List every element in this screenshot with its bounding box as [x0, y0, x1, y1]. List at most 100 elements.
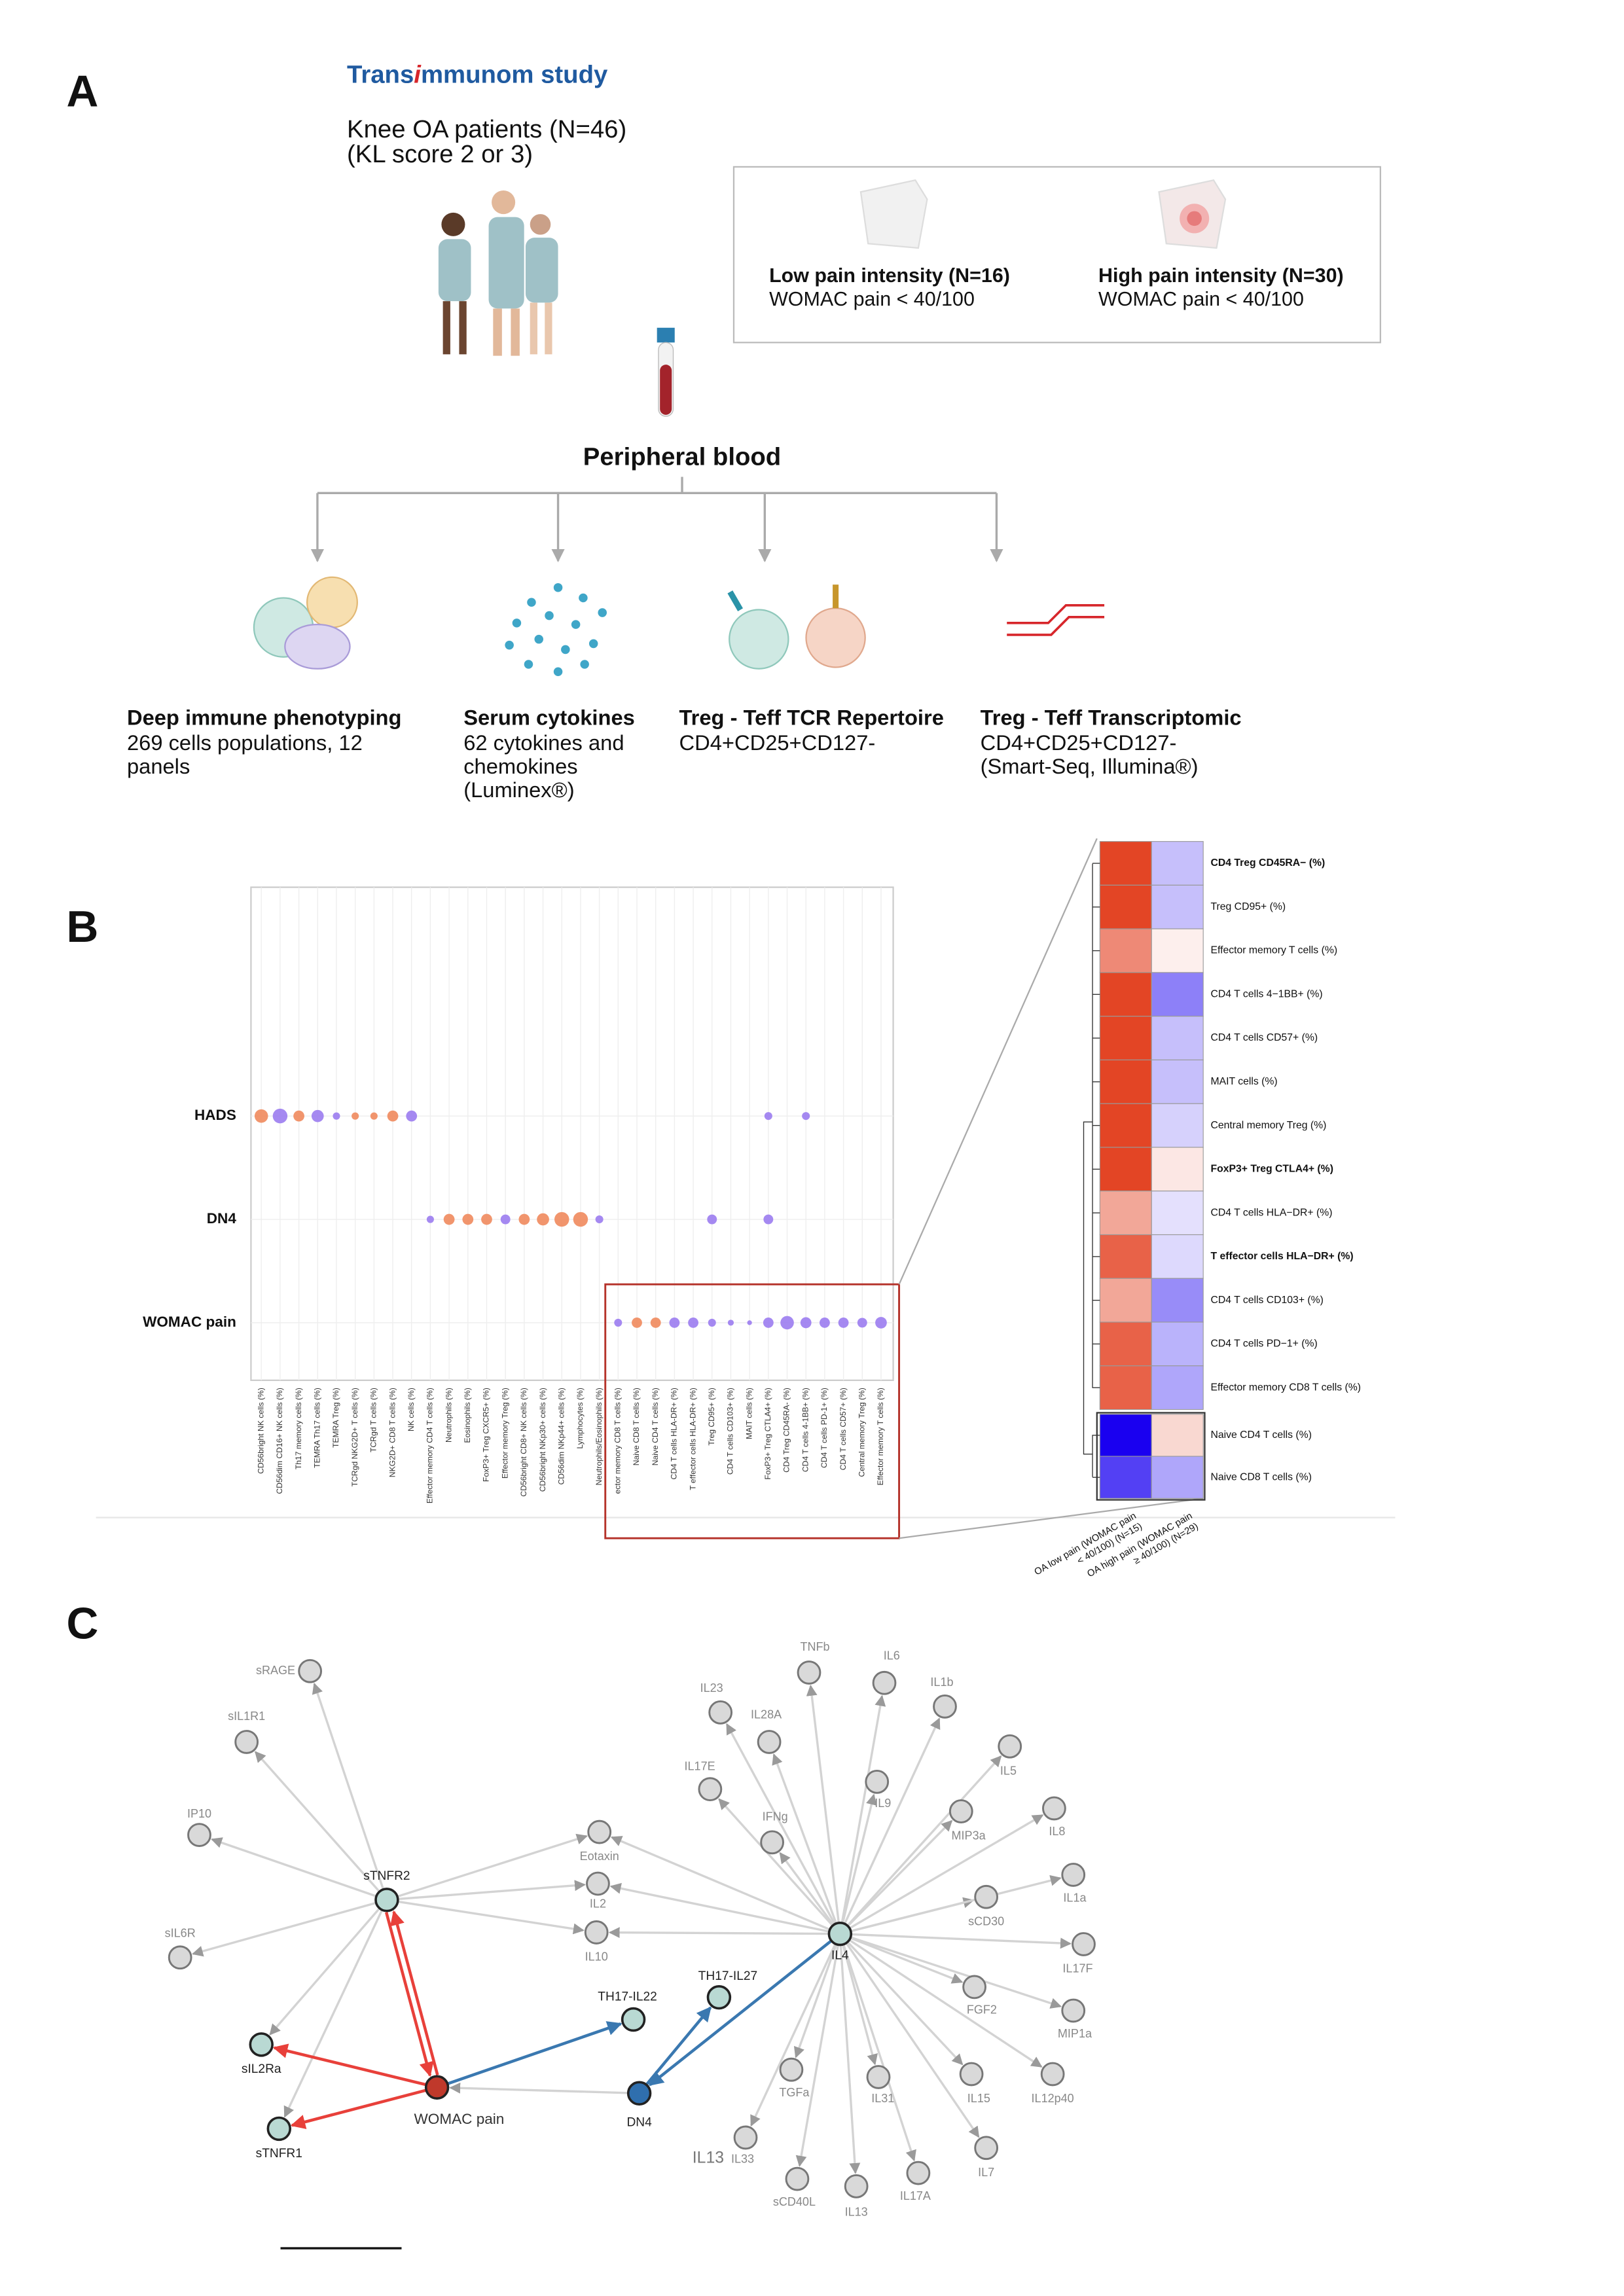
dot: [857, 1318, 867, 1328]
group-label: High pain intensity (N=30): [1098, 264, 1344, 287]
node: [584, 1920, 609, 1945]
edge: [290, 2089, 426, 2130]
heat-cell: [1151, 928, 1204, 973]
heat-row-label: Central memory Treg (%): [1210, 1120, 1326, 1131]
group-criterion: WOMAC pain < 40/100: [1098, 288, 1304, 310]
column-label: FoxP3+ Treg CXCR5+ (%): [482, 1388, 491, 1482]
edge: [272, 2043, 426, 2087]
column-label: CD4 Treg CD45RA- (%): [782, 1388, 791, 1473]
heat-row-label: CD4 T cells CD57+ (%): [1210, 1032, 1318, 1043]
edge: [211, 1837, 376, 1897]
column-label: CD4 T cells 4-1BB+ (%): [801, 1388, 810, 1472]
node: [844, 2174, 869, 2198]
node-label: sCD40L: [773, 2195, 816, 2208]
column-label: Treg CD95+ (%): [707, 1388, 716, 1445]
dotplot: CD56bright NK cells (%) CD56dim CD16+ NK …: [143, 887, 893, 1503]
edge: [847, 1820, 953, 1927]
node: [586, 1871, 610, 1896]
group-label: Low pain intensity (N=16): [769, 264, 1010, 287]
node: [797, 1660, 821, 1685]
node-label: IL15: [967, 2092, 990, 2105]
node: [266, 2116, 292, 2142]
node: [1072, 1932, 1096, 1956]
cytokines-icon: [505, 583, 607, 677]
heat-cell: [1151, 1103, 1204, 1148]
stray-label: IL13: [693, 2149, 724, 2166]
dot: [727, 1319, 734, 1326]
edge: [254, 1751, 380, 1892]
node: [298, 1659, 323, 1683]
dot: [462, 1213, 474, 1225]
edge: [850, 1814, 1044, 1929]
node: [706, 1984, 732, 2010]
knee-icon: [859, 179, 928, 249]
heat-row-label: MAIT cells (%): [1210, 1076, 1277, 1087]
node: [865, 1769, 890, 1794]
dot: [707, 1214, 717, 1225]
panel-letter: A: [66, 67, 98, 116]
node-label: IP10: [187, 1807, 211, 1820]
column-label: CD4 T cells CD103+ (%): [726, 1388, 735, 1475]
edge: [779, 1852, 834, 1926]
node: [785, 2166, 810, 2191]
heat-cell: [1099, 1059, 1152, 1104]
edge: [610, 1836, 830, 1931]
edge: [645, 2006, 712, 2085]
node-label: IL1b: [930, 1676, 953, 1689]
heat-cell: [1099, 1016, 1152, 1061]
column-label: MAIT cells (%): [744, 1388, 753, 1439]
dot: [614, 1318, 623, 1327]
dot: [632, 1318, 642, 1328]
column-label: CD56dim NKp44+ cells (%): [556, 1388, 566, 1484]
highlight-box: [604, 1283, 901, 1539]
dot: [688, 1318, 698, 1328]
node-label: Eotaxin: [580, 1850, 619, 1863]
heat-cell: [1099, 884, 1152, 929]
node: [757, 1730, 782, 1754]
dot: [311, 1109, 324, 1122]
node: [733, 2125, 758, 2150]
treg-teff-icon: [727, 584, 866, 670]
column-label: T effector cells HLA-DR+ (%): [688, 1388, 697, 1490]
edge: [269, 1908, 380, 2036]
node: [626, 2081, 652, 2106]
node-label: IL4: [831, 1949, 849, 1963]
node-label: IL9: [875, 1797, 891, 1810]
heat-cell: [1151, 1321, 1204, 1367]
heat-cell: [1151, 1191, 1204, 1236]
node-label: sRAGE: [256, 1664, 295, 1677]
node: [1061, 1863, 1086, 1887]
node-label: IL13: [845, 2206, 868, 2219]
heat-column-label: OA low pain (WOMAC pain: [1033, 1511, 1138, 1577]
node: [998, 1734, 1022, 1759]
heat-cell: [1099, 1365, 1152, 1410]
node-label: IL5: [1000, 1764, 1017, 1777]
edge: [795, 1945, 839, 2167]
node: [933, 1694, 957, 1719]
column-label: Naive CD8 T cells (%): [632, 1388, 641, 1465]
node: [234, 1730, 259, 1754]
sample-tree: [310, 476, 1003, 563]
node-label: sCD30: [968, 1914, 1004, 1928]
branch-title: Treg - Teff Transcriptomic: [981, 705, 1242, 729]
node-label: TH17-IL27: [698, 1969, 758, 1983]
column-label: TEMRA Treg (%): [331, 1388, 340, 1448]
dot: [763, 1214, 774, 1225]
node: [827, 1921, 853, 1946]
heat-frame: [1096, 1412, 1206, 1501]
dot: [406, 1110, 418, 1122]
node: [621, 2007, 646, 2032]
groups-box: [732, 166, 1381, 344]
dot: [554, 1211, 569, 1227]
dot: [481, 1213, 492, 1225]
dot: [650, 1318, 661, 1328]
edges: [192, 1682, 1072, 2174]
pain-spot: [1187, 211, 1202, 226]
column-label: CD56bright NKp30+ cells (%): [538, 1388, 547, 1492]
edge: [750, 1944, 837, 2127]
dot: [595, 1215, 604, 1224]
heat-row-label: CD4 T cells 4−1BB+ (%): [1210, 988, 1322, 999]
node-label: IL28A: [751, 1708, 782, 1721]
edge: [793, 1945, 837, 2058]
